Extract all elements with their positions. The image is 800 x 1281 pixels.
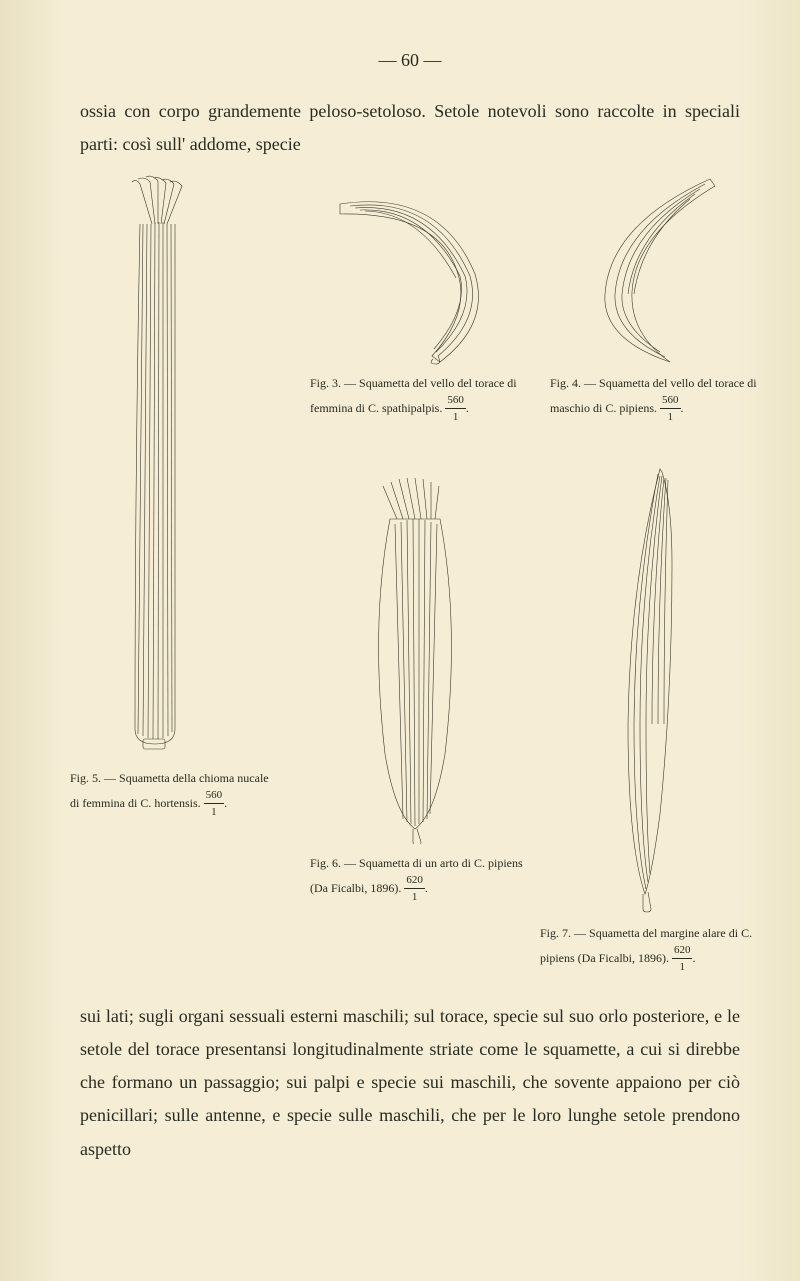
figures-container: Fig. 5. — Squametta della chioma nucale … [80,174,740,984]
fig6-fraction: 620 1 [404,872,425,906]
figure-4-illustration [560,174,740,369]
figure-6-illustration [335,474,495,844]
fig5-fraction: 560 1 [204,787,225,821]
fig4-label: Fig. 4. [550,376,581,390]
page-number: — 60 — [80,50,740,71]
figure-3-illustration [320,184,520,369]
fig7-label: Fig. 7. [540,926,571,940]
fig5-label: Fig. 5. [70,771,101,785]
fig7-fraction: 620 1 [672,942,693,976]
figure-7-caption: Fig. 7. — Squametta del margine alare di… [540,924,770,976]
figure-5-illustration [80,174,260,754]
body-text-bottom: sui lati; sugli organi sessuali esterni … [80,1000,740,1166]
figure-5-caption: Fig. 5. — Squametta della chioma nucale … [70,769,280,821]
fig3-label: Fig. 3. [310,376,341,390]
fig4-fraction: 560 1 [660,392,681,426]
page-container: — 60 — ossia con corpo grandemente pelos… [0,0,800,1218]
fig4-text: — Squametta del vello del torace di masc… [550,376,757,415]
body-text-top: ossia con corpo grandemente peloso-setol… [80,95,740,162]
fig3-fraction: 560 1 [445,392,466,426]
figure-4-caption: Fig. 4. — Squametta del vello del torace… [550,374,770,426]
figure-7-illustration [580,464,720,914]
fig7-text: — Squametta del margine alare di C. pipi… [540,926,752,965]
fig3-text: — Squametta del vello del torace di femm… [310,376,517,415]
figure-6-caption: Fig. 6. — Squametta di un arto di C. pip… [310,854,540,906]
figure-3-caption: Fig. 3. — Squametta del vello del torace… [310,374,530,426]
fig6-label: Fig. 6. [310,856,341,870]
